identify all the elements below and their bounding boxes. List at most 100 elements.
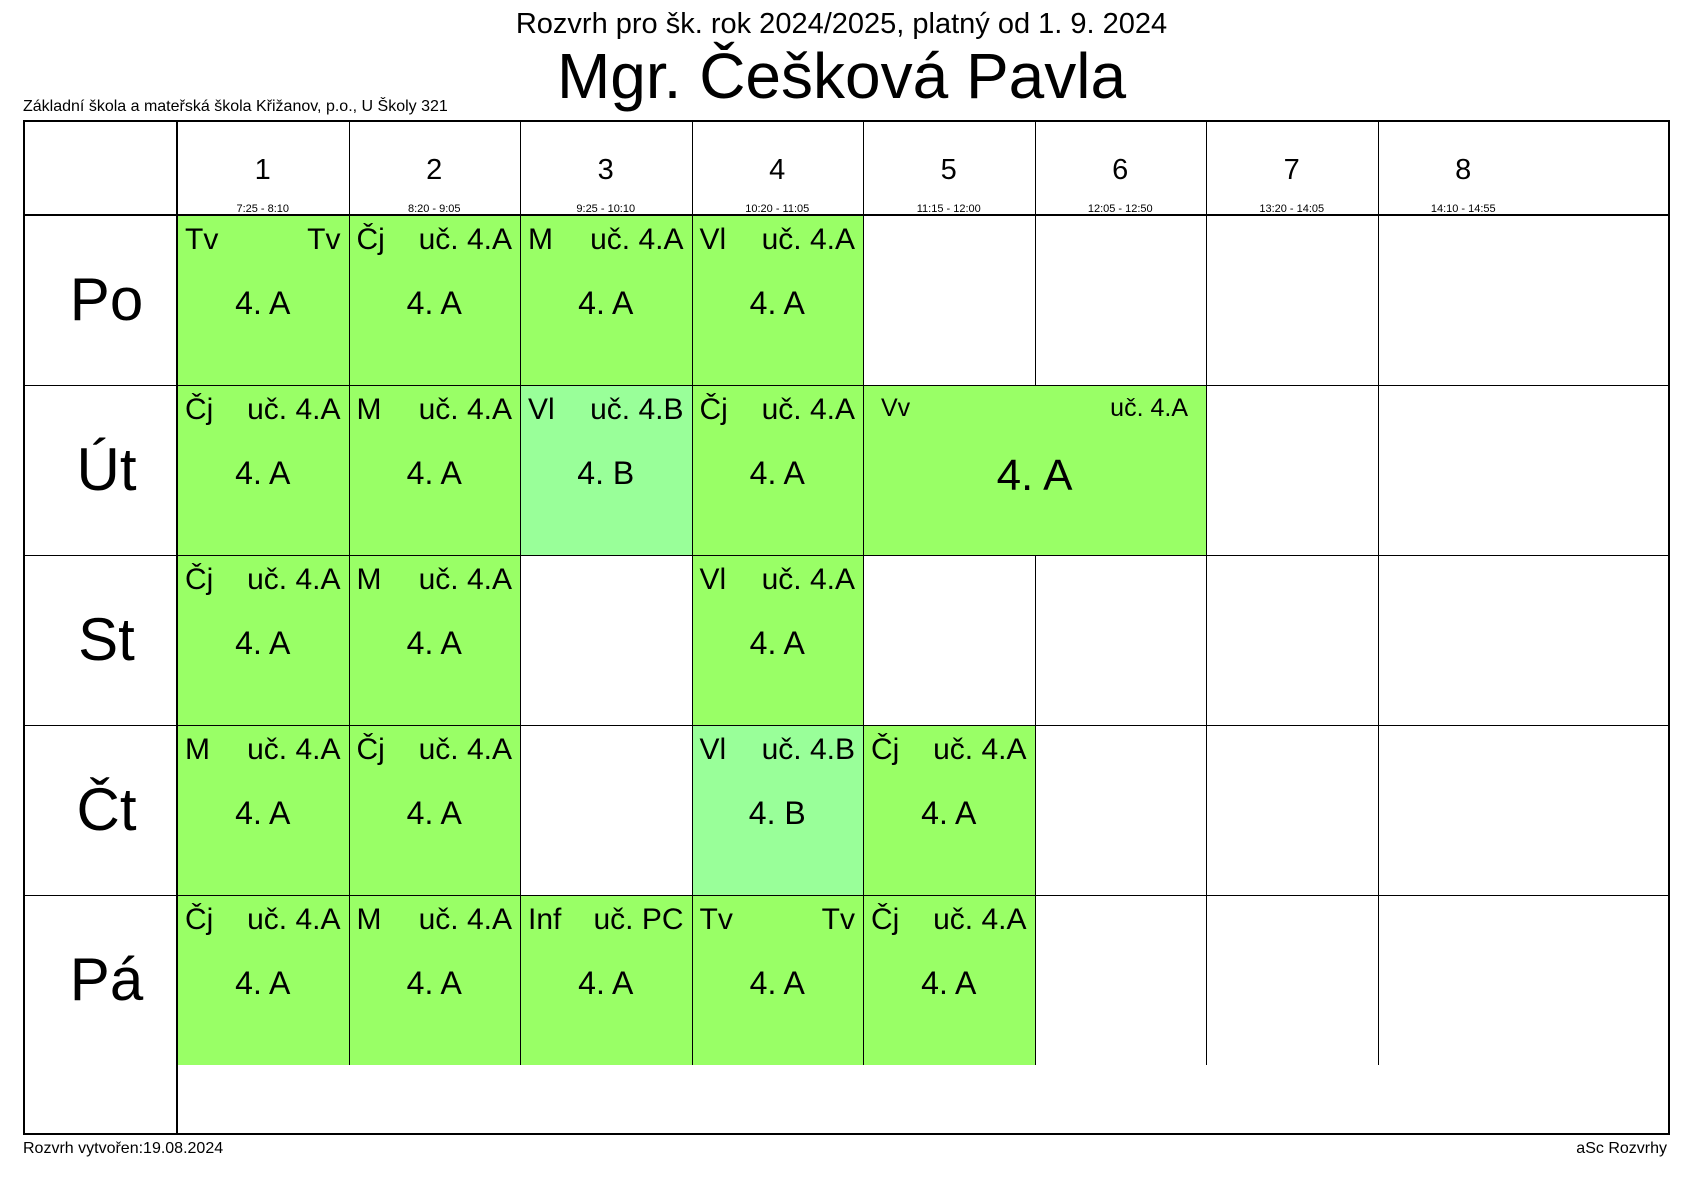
lesson-class: 4. A — [406, 795, 462, 831]
school-name: Základní škola a mateřská škola Křižanov… — [23, 98, 448, 115]
lesson-room: Tv — [821, 903, 855, 936]
grid-line — [1034, 555, 1036, 725]
lesson-cell: Vl uč. 4.B 4. B — [520, 385, 692, 555]
lesson-class: 4. A — [996, 451, 1073, 500]
grid-line — [863, 385, 864, 555]
grid-line — [520, 895, 521, 1065]
grid-line — [1377, 215, 1379, 385]
grid-line — [1206, 555, 1207, 725]
lesson-cell: Čj uč. 4.A 4. A — [348, 215, 520, 385]
lesson-subject: Čj — [185, 903, 214, 936]
grid-line — [348, 555, 350, 725]
lesson-cell: Tv Tv 4. A — [177, 215, 349, 385]
lesson-room: uč. 4.A — [418, 563, 512, 596]
lesson-room: uč. PC — [593, 903, 684, 936]
grid-line — [1377, 725, 1379, 895]
teacher-name: Mgr. Češková Pavla — [556, 40, 1127, 112]
lesson-subject: Čj — [185, 393, 214, 426]
lesson-room: uč. 4.A — [590, 223, 684, 256]
grid-line — [691, 215, 693, 385]
grid-line — [1206, 895, 1207, 1065]
lesson-class: 4. A — [235, 625, 291, 661]
lesson-cell: Čj uč. 4.A 4. A — [863, 895, 1035, 1065]
lesson-subject: M — [185, 733, 210, 766]
lesson-class: 4. A — [749, 965, 805, 1001]
period-header: 7 13:20 - 14:05 — [1206, 122, 1378, 222]
period-number: 7 — [1283, 154, 1300, 186]
lesson-class: 4. A — [578, 965, 634, 1001]
lesson-cell: Čj uč. 4.A 4. A — [177, 385, 349, 555]
lesson-room: uč. 4.B — [761, 733, 855, 766]
lesson-room: uč. 4.A — [247, 903, 341, 936]
period-header: 5 11:15 - 12:00 — [863, 122, 1035, 222]
schedule-subtitle: Rozvrh pro šk. rok 2024/2025, platný od … — [515, 8, 1168, 40]
lesson-room: uč. 4.B — [590, 393, 684, 426]
grid-line — [1034, 215, 1036, 385]
lesson-class: 4. A — [235, 965, 291, 1001]
lesson-cell: Čj uč. 4.A 4. A — [691, 385, 863, 555]
grid-line — [1377, 555, 1379, 725]
lesson-room: uč. 4.A — [761, 223, 855, 256]
grid-line — [863, 555, 864, 725]
grid-line — [176, 122, 178, 1133]
lesson-class: 4. A — [749, 625, 805, 661]
lesson-cell: Vl uč. 4.A 4. A — [691, 215, 863, 385]
period-time: 12:05 - 12:50 — [1087, 203, 1153, 215]
grid-line — [863, 215, 864, 385]
lesson-room: uč. 4.A — [418, 223, 512, 256]
lesson-subject: M — [528, 223, 553, 256]
grid-line — [1034, 895, 1036, 1065]
grid-line — [25, 555, 1668, 556]
lesson-class: 4. A — [749, 285, 805, 321]
day-label: Pá — [69, 946, 144, 1013]
grid-line — [1034, 725, 1036, 895]
grid-line — [348, 895, 350, 1065]
lesson-class: 4. A — [749, 455, 805, 491]
period-time: 10:20 - 11:05 — [745, 203, 810, 215]
lesson-subject: M — [356, 903, 382, 936]
period-number: 6 — [1112, 154, 1129, 186]
grid-line — [863, 122, 864, 215]
grid-line — [1377, 895, 1379, 1065]
grid-line — [520, 215, 521, 385]
period-time: 14:10 - 14:55 — [1430, 203, 1496, 215]
lesson-room: uč. 4.A — [247, 393, 341, 426]
grid-line — [1377, 385, 1379, 555]
grid-line — [1206, 725, 1207, 895]
lesson-room: uč. 4.A — [761, 563, 855, 596]
period-header: 2 8:20 - 9:05 — [349, 122, 521, 222]
lesson-room: uč. 4.A — [933, 733, 1027, 766]
lesson-room: uč. 4.A — [418, 903, 512, 936]
lesson-cell: Inf uč. PC 4. A — [520, 895, 692, 1065]
lesson-subject: Čj — [356, 223, 385, 256]
grid-line — [520, 385, 521, 555]
grid-line — [691, 122, 693, 215]
period-number: 1 — [254, 154, 271, 186]
grid-line — [520, 555, 521, 725]
lesson-cell: Vl uč. 4.B 4. B — [691, 725, 863, 895]
grid-line — [348, 215, 350, 385]
grid-line — [863, 725, 864, 895]
lesson-cell: Vv uč. 4.A 4. A — [863, 385, 1206, 555]
lesson-class: 4. A — [406, 455, 462, 491]
grid-line — [25, 725, 1668, 726]
grid-line — [1206, 385, 1207, 555]
period-header: 3 9:25 - 10:10 — [520, 122, 692, 222]
lesson-subject: Čj — [699, 393, 728, 426]
lesson-subject: Tv — [699, 903, 733, 936]
lesson-class: 4. A — [406, 625, 462, 661]
period-time: 11:15 - 12:00 — [916, 203, 981, 215]
grid-line — [348, 385, 350, 555]
lesson-room: uč. 4.A — [418, 733, 512, 766]
lesson-room: Tv — [307, 223, 341, 256]
period-number: 8 — [1455, 154, 1472, 186]
lesson-subject: Čj — [871, 733, 900, 766]
lesson-subject: Vl — [699, 733, 727, 766]
lesson-subject: Vl — [699, 223, 727, 256]
period-number: 4 — [769, 154, 786, 186]
lesson-class: 4. A — [235, 455, 291, 491]
